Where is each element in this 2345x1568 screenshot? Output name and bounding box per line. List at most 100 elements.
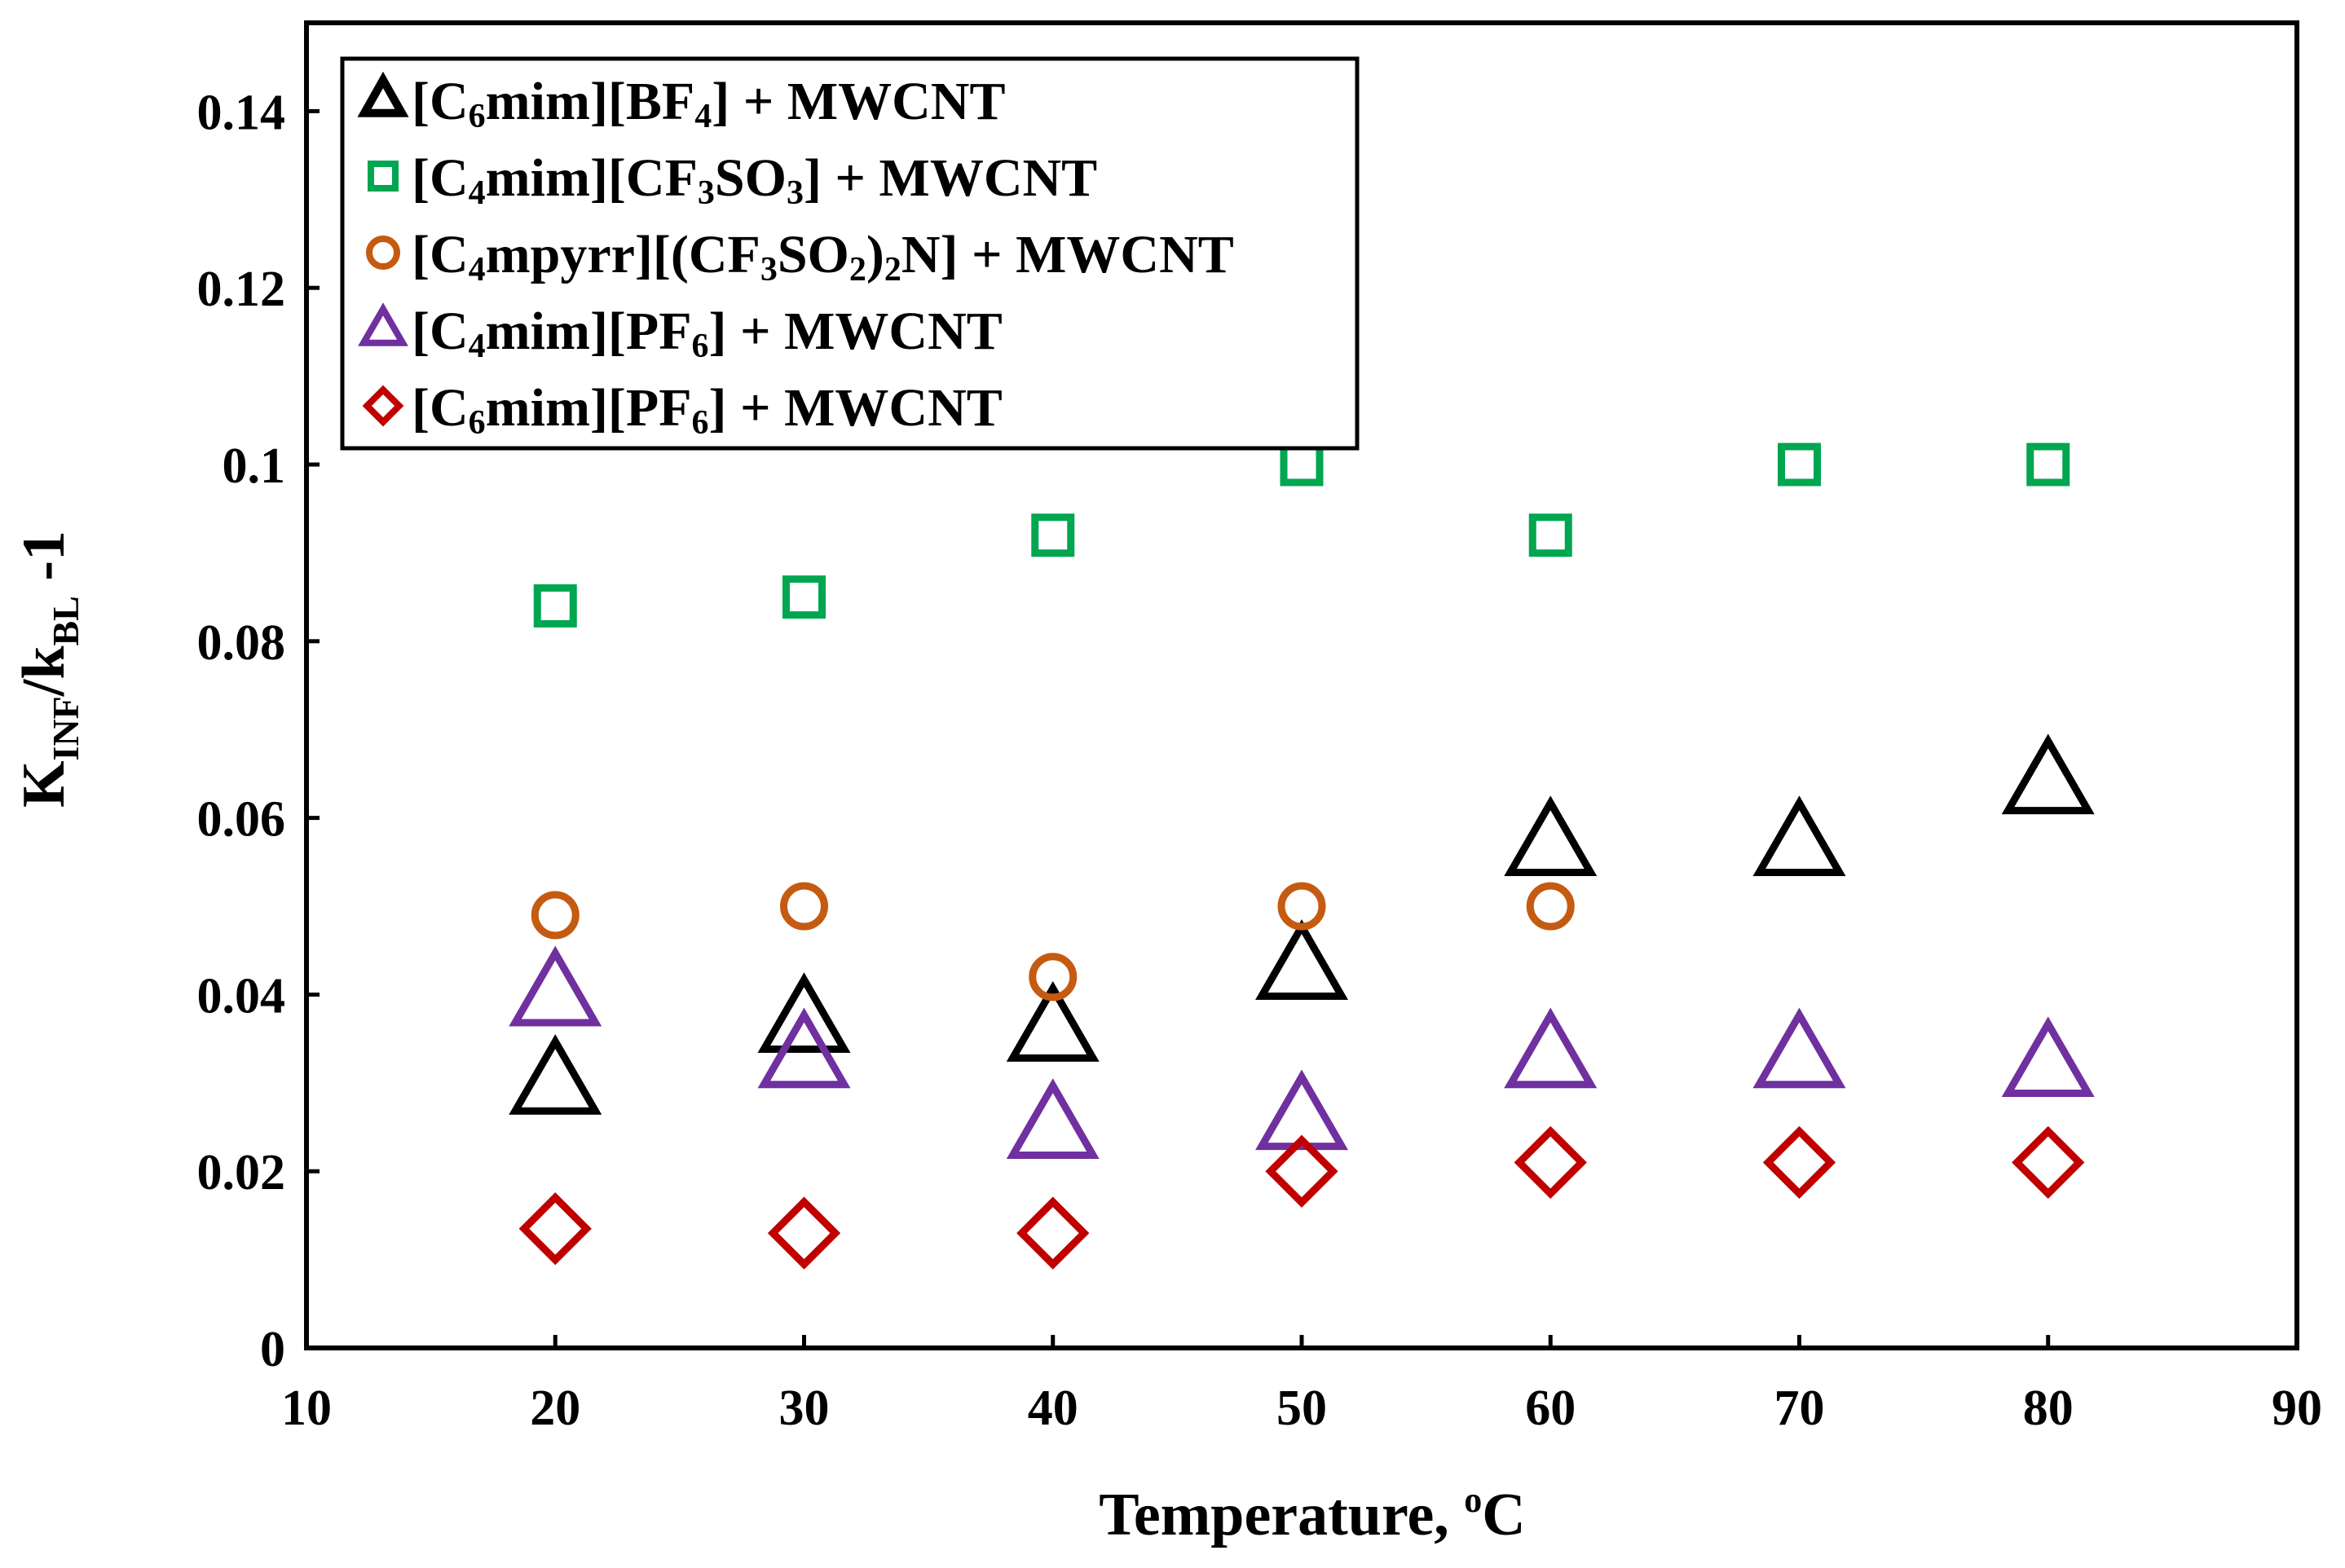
legend-item: [C4mpyrr][(CF3SO2)2N] + MWCNT: [366, 225, 1234, 288]
x-tick-label: 40: [1028, 1381, 1078, 1436]
data-point: [1277, 882, 1326, 931]
series-1: [509, 733, 2095, 1115]
y-axis-title-k: K: [11, 760, 77, 808]
data-point: [782, 575, 826, 619]
data-point: [1504, 795, 1598, 877]
x-tick-label: 50: [1276, 1381, 1327, 1436]
x-axis-title-unit: C: [1482, 1482, 1525, 1548]
series-5: [518, 1125, 2085, 1270]
data-point: [2026, 443, 2070, 487]
x-tick-label: 30: [779, 1381, 830, 1436]
data-point: [509, 1033, 602, 1115]
x-axis-title-main: Temperature,: [1099, 1482, 1464, 1548]
y-tick-label: 0.12: [197, 262, 286, 317]
legend-item: [C4mim][CF3SO3] + MWCNT: [368, 148, 1097, 212]
legend-label-part: SO: [715, 148, 787, 208]
y-axis-title-sub-inf: INF: [45, 696, 86, 760]
legend-label-subscript: 3: [698, 174, 715, 212]
legend-marker: [358, 302, 408, 346]
x-tick-label: 80: [2023, 1381, 2074, 1436]
legend-label-subscript: 4: [469, 251, 486, 288]
y-axis-title-sub-bl: BL: [45, 596, 86, 645]
data-point: [1029, 953, 1078, 1002]
legend-marker: [366, 236, 400, 270]
y-axis-title-slash: /k: [11, 645, 77, 698]
legend-label-part: mim][PF: [486, 378, 692, 438]
legend: [C6mim][BF4] + MWCNT[C4mim][CF3SO3] + MW…: [340, 56, 1360, 451]
legend-label: [C6mim][BF4] + MWCNT: [412, 72, 1005, 135]
data-point: [2012, 1125, 2085, 1200]
legend-label-subscript: 6: [692, 404, 709, 442]
legend-label-subscript: 6: [469, 98, 486, 135]
x-tick-label: 10: [281, 1381, 332, 1436]
legend-label-part: [C: [412, 148, 469, 208]
legend-label-subscript: 4: [469, 174, 486, 212]
data-point: [1752, 1007, 1846, 1089]
legend-label: [C4mim][PF6] + MWCNT: [412, 302, 1003, 365]
data-point: [1752, 795, 1846, 877]
legend-label-part: mpyrr][(CF: [486, 225, 760, 284]
legend-label: [C6mim][PF6] + MWCNT: [412, 378, 1003, 442]
legend-label-part: ] + MWCNT: [709, 378, 1003, 438]
series-2: [533, 443, 2070, 628]
y-tick-label: 0.08: [197, 615, 286, 671]
legend-label-subscript: 4: [694, 98, 712, 135]
legend-label-part: N] + MWCNT: [901, 225, 1234, 284]
x-tick-label: 20: [530, 1381, 580, 1436]
data-point: [533, 584, 577, 628]
legend-label-subscript: 6: [692, 328, 709, 365]
data-point: [2001, 1016, 2095, 1098]
y-tick-label: 0.14: [197, 85, 286, 140]
data-point: [767, 1196, 841, 1270]
legend-box: [340, 56, 1360, 451]
data-point: [1255, 919, 1348, 1000]
y-tick-label: 0.06: [197, 792, 286, 848]
legend-label-part: [C: [412, 302, 469, 361]
legend-label-subscript: 4: [469, 328, 486, 365]
data-point: [1006, 980, 1100, 1062]
legend-label-subscript: 2: [849, 251, 866, 288]
legend-label-part: ] + MWCNT: [712, 72, 1005, 131]
legend-label-part: [C: [412, 72, 469, 131]
data-point: [757, 972, 851, 1053]
legend-label-part: SO: [778, 225, 849, 284]
data-point: [1016, 1196, 1090, 1270]
x-tick-label: 60: [1525, 1381, 1576, 1436]
data-point: [1265, 1134, 1338, 1208]
data-point: [1514, 1125, 1587, 1200]
legend-label-part: [C: [412, 225, 469, 284]
legend-label-subscript: 3: [787, 174, 804, 212]
legend-label-part: mim][PF: [486, 302, 692, 361]
y-axis-title: KINF/kBL -1: [11, 531, 86, 808]
legend-marker: [357, 71, 409, 117]
legend-label: [C4mim][CF3SO3] + MWCNT: [412, 148, 1097, 212]
data-point: [518, 1192, 592, 1266]
data-point: [1526, 882, 1575, 931]
legend-label: [C4mpyrr][(CF3SO2)2N] + MWCNT: [412, 225, 1234, 288]
series-3: [531, 882, 1575, 1002]
legend-label-part: [C: [412, 378, 469, 438]
legend-label-subscript: 6: [469, 404, 486, 442]
data-series: [509, 443, 2095, 1270]
x-axis-title: Temperature, oC: [1099, 1480, 1526, 1548]
data-point: [1031, 513, 1075, 557]
legend-label-subscript: 2: [884, 251, 901, 288]
legend-item: [C4mim][PF6] + MWCNT: [358, 302, 1003, 365]
x-axis: 10 20 30 40 50 60 70 80 90: [281, 1335, 2322, 1436]
legend-label-part: ] + MWCNT: [709, 302, 1003, 361]
x-tick-label: 70: [1774, 1381, 1825, 1436]
data-point: [1280, 443, 1324, 487]
legend-item: [C6mim][PF6] + MWCNT: [362, 378, 1003, 442]
y-tick-label: 0.1: [223, 438, 286, 494]
data-point: [1528, 513, 1572, 557]
y-tick-label: 0.04: [197, 968, 286, 1024]
x-tick-label: 90: [2272, 1381, 2322, 1436]
data-point: [757, 1007, 851, 1089]
data-point: [780, 882, 828, 931]
y-axis-title-tail: -1: [11, 531, 77, 596]
data-point: [1504, 1007, 1598, 1089]
legend-label-part: mim][CF: [486, 148, 698, 208]
legend-label-subscript: 3: [760, 251, 778, 288]
y-axis: 0 0.02 0.04 0.06 0.08 0.1 0.12 0.14: [197, 85, 320, 1377]
